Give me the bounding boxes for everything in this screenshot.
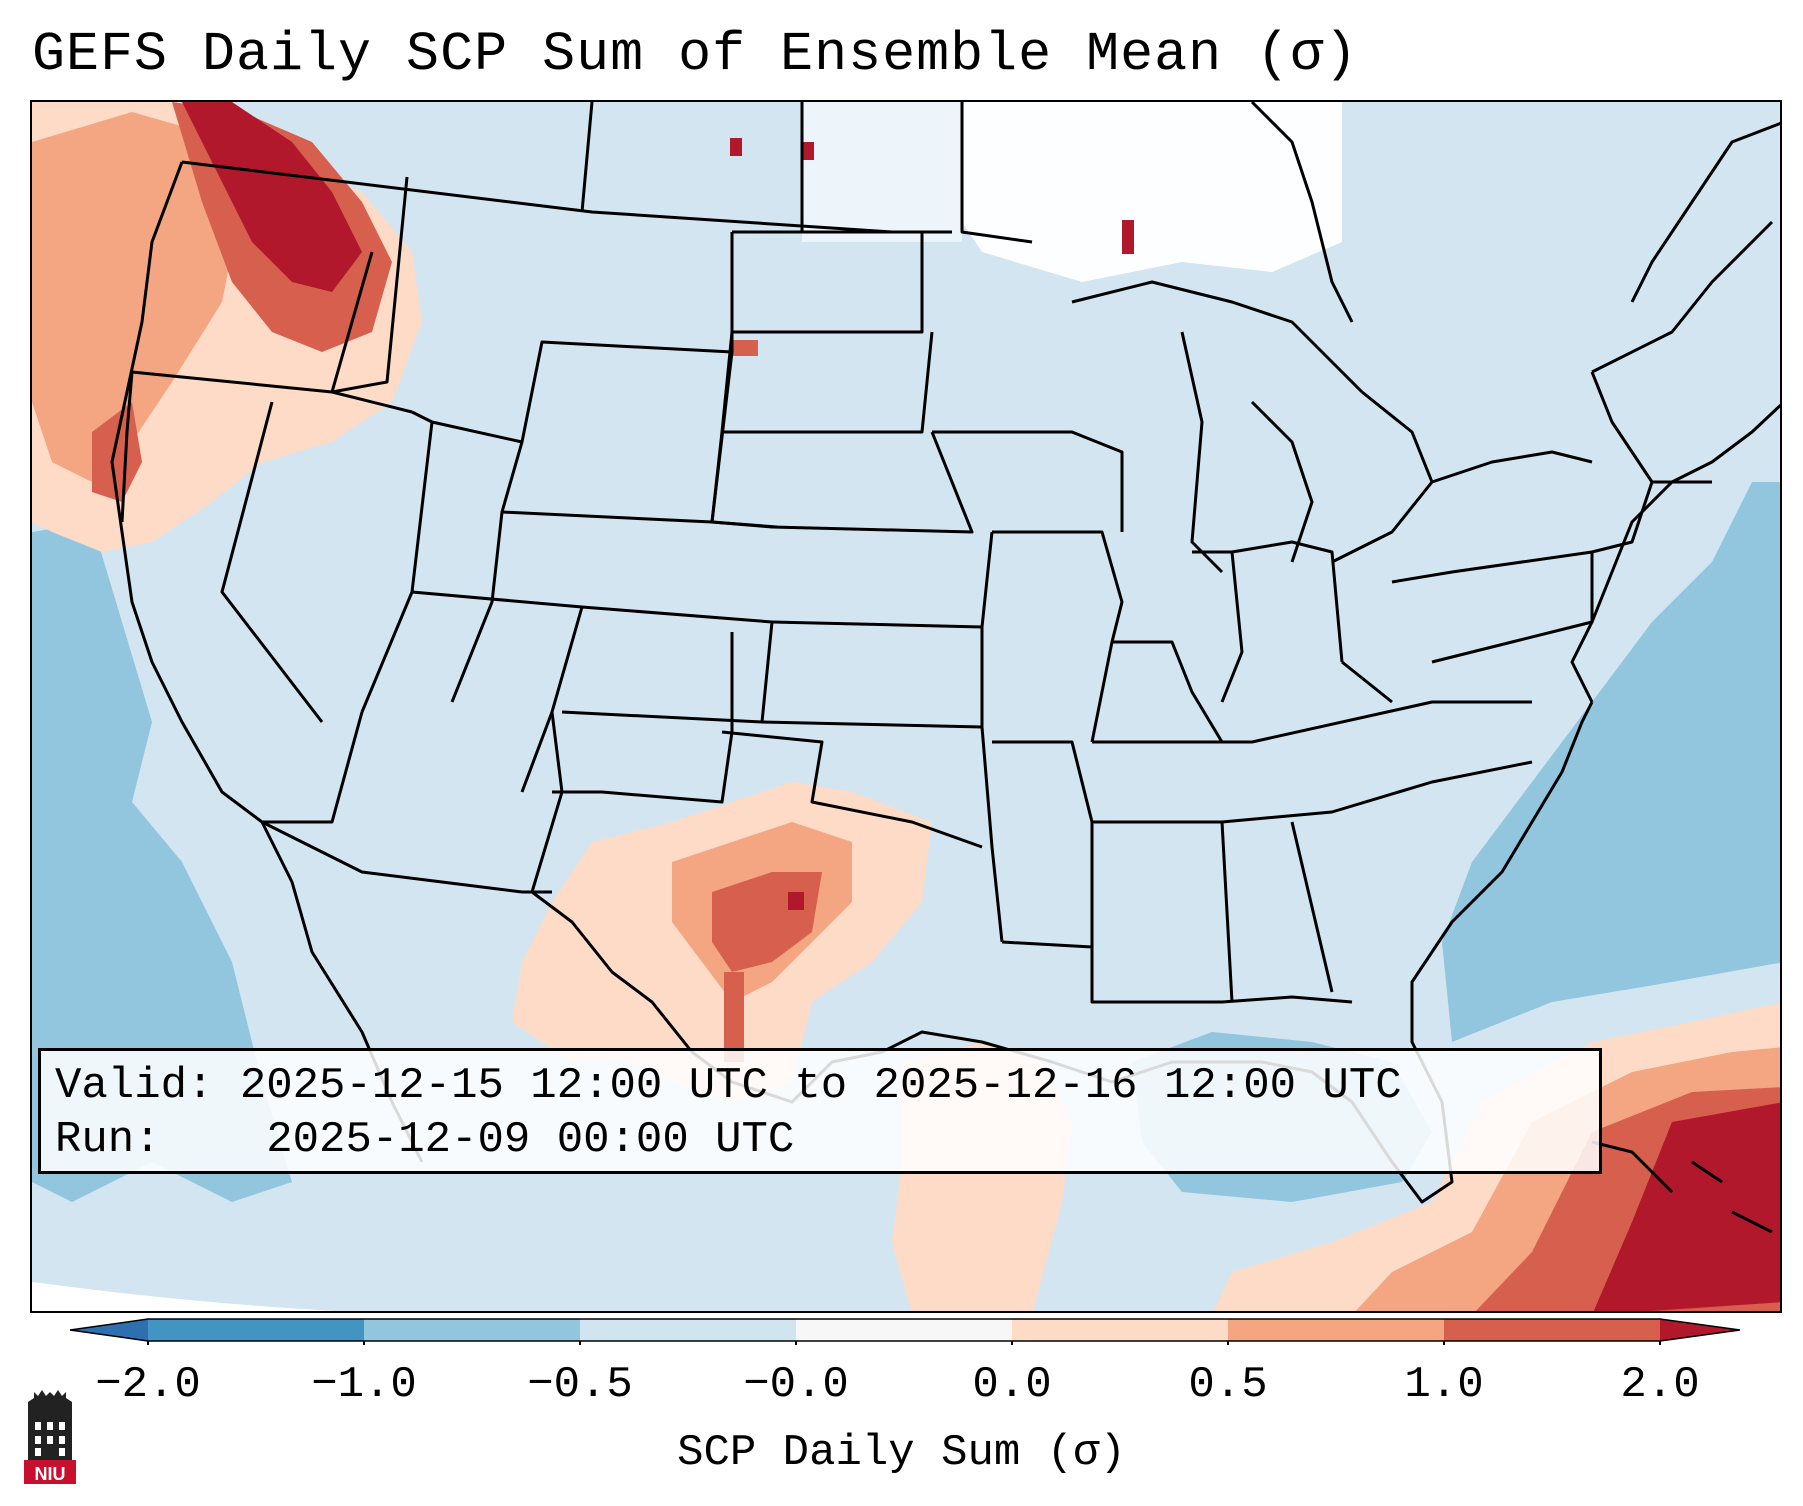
colorbar-bin-05-1 [1228,1319,1444,1341]
positive-anomaly-pnw-peak [182,102,362,292]
run-label: Run: [55,1115,161,1165]
colorbar-bin-1-2 [1444,1319,1660,1341]
positive-anomaly-oregon-coast [92,402,142,502]
validity-info-box: Valid: 2025-12-15 12:00 UTC to 2025-12-1… [38,1048,1602,1174]
colorbar-tick-label: 1.0 [1404,1360,1484,1410]
colorbar-bin-neg2-neg1 [148,1319,364,1341]
positive-anomaly-texas-south [724,972,744,1062]
neutral-region-north [802,102,962,242]
anomaly-cell-nebraska [732,340,758,356]
valid-label: Valid: [55,1061,214,1111]
colorbar-tick-label: 0.5 [1188,1360,1268,1410]
colorbar-label: SCP Daily Sum (σ) [677,1428,1126,1478]
colorbar-tick-label: −2.0 [95,1360,201,1410]
state-borders [120,102,1774,1004]
colorbar-bin-neg05-0 [580,1319,796,1341]
colorbar-over-triangle [1660,1319,1740,1341]
positive-anomaly-texas-peak [788,892,804,910]
colorbar-tick-label: −1.0 [311,1360,417,1410]
anomaly-cell-north-2 [802,142,814,160]
colorbar-tick-label: 0.0 [972,1360,1052,1410]
colorbar-bin-0-05 [1012,1319,1228,1341]
positive-anomaly-caribbean-peak [1593,1102,1780,1311]
colorbar-tick-label: −0.5 [527,1360,633,1410]
colorbar-ticks [147,1341,1661,1345]
niu-logo: NIU [24,1390,76,1484]
chart-title: GEFS Daily SCP Sum of Ensemble Mean (σ) [32,23,1359,86]
negative-anomaly-atlantic [1442,482,1780,1042]
negative-anomaly-pacific [32,522,292,1202]
neutral-region-canada [962,102,1342,282]
positive-anomaly-pnw-mid [32,112,242,482]
anomaly-cell-north-1 [730,138,742,156]
projection-edge-left [32,1282,336,1311]
colorbar-bin-0-0 [796,1319,1012,1341]
colorbar-tick-label: 2.0 [1620,1360,1700,1410]
colorbar-under-triangle [70,1319,148,1341]
colorbar-tick-label: −0.0 [743,1360,849,1410]
valid-value: 2025-12-15 12:00 UTC to 2025-12-16 12:00… [239,1061,1402,1111]
run-value: 2025-12-09 00:00 UTC [266,1115,795,1165]
logo-text: NIU [35,1464,66,1484]
anomaly-cell-superior [1122,220,1134,254]
colorbar-bin-neg1-neg05 [364,1319,580,1341]
colorbar [70,1318,1740,1345]
caribbean-islands [1591,1140,1773,1234]
